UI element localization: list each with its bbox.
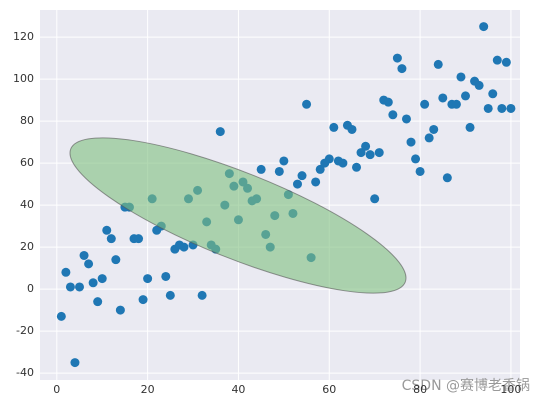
point (406, 137, 416, 147)
point (102, 225, 112, 235)
point (88, 278, 98, 288)
x-tick-label: 40 (231, 383, 245, 396)
y-tick-label: -20 (16, 324, 34, 337)
point (106, 234, 116, 244)
watermark: CSDN @赛博老香锅 (402, 377, 530, 394)
point (370, 194, 380, 204)
point (338, 158, 348, 168)
y-tick-label: 100 (13, 72, 34, 85)
point (456, 72, 466, 82)
y-tick-label: 20 (20, 240, 34, 253)
point (70, 358, 80, 368)
point (311, 177, 321, 187)
point (352, 162, 362, 172)
point (279, 156, 289, 166)
point (297, 171, 307, 181)
y-tick-label: 0 (27, 282, 34, 295)
point (442, 173, 452, 183)
point (361, 141, 371, 151)
point (465, 122, 475, 132)
point (215, 127, 225, 137)
point (84, 259, 94, 269)
point (75, 282, 85, 292)
point (347, 124, 357, 134)
point (165, 290, 175, 300)
point (383, 97, 393, 107)
point (461, 91, 471, 101)
ellipse (69, 137, 407, 294)
point (65, 282, 75, 292)
point (424, 133, 434, 143)
point (397, 64, 407, 74)
x-tick-label: 0 (53, 383, 60, 396)
point (111, 255, 121, 265)
point (302, 99, 312, 109)
point (79, 250, 89, 260)
point (506, 103, 516, 113)
x-tick-label: 60 (322, 383, 336, 396)
point (329, 122, 339, 132)
point (433, 59, 443, 69)
point (143, 274, 153, 284)
point (161, 271, 171, 281)
point (138, 295, 148, 305)
y-tick-label: -40 (16, 366, 34, 379)
point (115, 305, 125, 315)
point (420, 99, 430, 109)
y-tick-label: 120 (13, 30, 34, 43)
point (474, 80, 484, 90)
point (274, 166, 284, 176)
point (497, 103, 507, 113)
point (179, 242, 189, 252)
point (356, 148, 366, 158)
point (324, 154, 334, 164)
x-tick-label: 20 (141, 383, 155, 396)
point (415, 166, 425, 176)
point (438, 93, 448, 103)
point (392, 53, 402, 63)
point (492, 55, 502, 65)
point (197, 290, 207, 300)
point (134, 234, 144, 244)
y-tick-label: 60 (20, 156, 34, 169)
x-tick-label: 80 (413, 383, 427, 396)
point (93, 297, 103, 307)
point (401, 114, 411, 124)
point (501, 57, 511, 67)
point (292, 179, 302, 189)
point (315, 164, 325, 174)
point (374, 148, 384, 158)
point (61, 267, 71, 277)
point (388, 110, 398, 120)
point (429, 124, 439, 134)
point (97, 274, 107, 284)
point (365, 150, 375, 160)
point (479, 22, 489, 32)
point (56, 311, 66, 321)
x-tick-label: 100 (500, 383, 521, 396)
point (483, 103, 493, 113)
point (256, 164, 266, 174)
point (488, 89, 498, 99)
y-tick-label: 80 (20, 114, 34, 127)
point (411, 154, 421, 164)
y-tick-label: 40 (20, 198, 34, 211)
point (451, 99, 461, 109)
